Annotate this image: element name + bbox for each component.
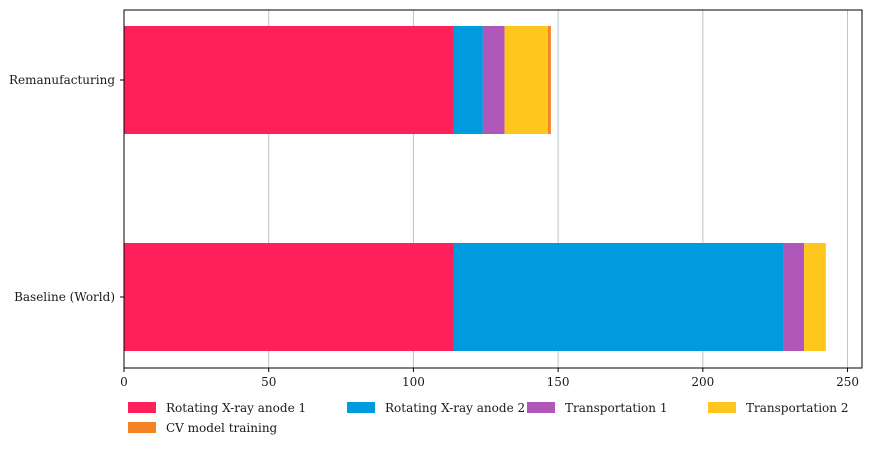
bar-baseline-world-series-1 <box>124 243 454 351</box>
y-axis: Remanufacturing Baseline (World) <box>9 73 124 304</box>
legend-swatch-transportation-1 <box>527 402 555 413</box>
bar-baseline-world-series-2 <box>453 243 784 351</box>
bar-remanufacturing-series-4 <box>504 26 548 134</box>
bar-baseline-world-series-4 <box>804 243 826 351</box>
bar-remanufacturing-series-3 <box>482 26 505 134</box>
x-axis: 0 50 100 150 200 250 <box>120 368 859 389</box>
plot-frame <box>123 9 863 369</box>
y-tick-label-2: Baseline (World) <box>14 290 115 304</box>
legend-label-cv-model-training: CV model training <box>166 421 278 435</box>
bar-remanufacturing-series-1 <box>124 26 454 134</box>
bar-baseline-world-series-3 <box>783 243 805 351</box>
x-tick-label-250: 250 <box>836 375 859 389</box>
x-tick-label-50: 50 <box>261 375 276 389</box>
x-tick-label-0: 0 <box>120 375 128 389</box>
y-tick-label-1: Remanufacturing <box>9 73 115 87</box>
legend-label-transportation-2: Transportation 2 <box>746 401 848 415</box>
bars-layer <box>124 26 826 351</box>
x-tick-label-150: 150 <box>547 375 570 389</box>
x-tick-label-100: 100 <box>402 375 425 389</box>
legend-label-rotating-x-ray-anode-1: Rotating X-ray anode 1 <box>166 401 306 415</box>
legend-swatch-rotating-x-ray-anode-1 <box>128 402 156 413</box>
x-tick-label-200: 200 <box>691 375 714 389</box>
legend-swatch-rotating-x-ray-anode-2 <box>347 402 375 413</box>
legend-label-transportation-1: Transportation 1 <box>565 401 667 415</box>
legend-swatch-cv-model-training <box>128 422 156 433</box>
legend-label-rotating-x-ray-anode-2: Rotating X-ray anode 2 <box>385 401 525 415</box>
bar-remanufacturing-series-5 <box>547 26 551 134</box>
legend: Rotating X-ray anode 1 Rotating X-ray ano… <box>128 401 848 435</box>
legend-swatch-transportation-2 <box>708 402 736 413</box>
bar-remanufacturing-series-2 <box>453 26 483 134</box>
